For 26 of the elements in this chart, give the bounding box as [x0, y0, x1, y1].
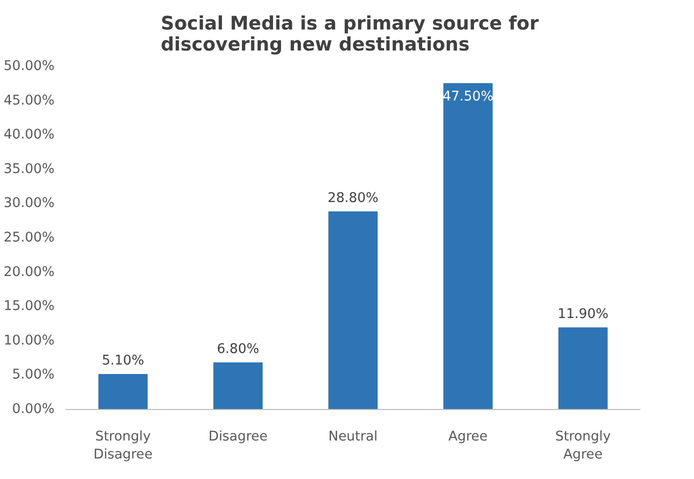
- data-label: 5.10%: [102, 354, 144, 369]
- y-tick-label: 5.00%: [12, 368, 55, 383]
- bar: [328, 211, 378, 410]
- bar: [213, 362, 263, 410]
- y-tick-label: 0.00%: [12, 402, 55, 417]
- y-tick-label: 50.00%: [4, 59, 55, 74]
- data-label: 28.80%: [328, 190, 378, 206]
- bar: [443, 83, 493, 410]
- y-tick-label: 20.00%: [4, 264, 55, 280]
- x-tick-label: Strongly Agree: [555, 430, 611, 462]
- y-tick-label: 40.00%: [4, 128, 55, 143]
- y-tick-label: 25.00%: [4, 230, 55, 246]
- data-label: 6.80%: [216, 342, 260, 357]
- y-tick-label: 30.00%: [4, 196, 55, 212]
- x-tick-label: Neutral: [328, 430, 378, 444]
- data-label: 11.90%: [558, 306, 608, 322]
- x-tick-label: Strongly Disagree: [93, 430, 153, 462]
- chart-title: Social Media is a primary source for discovering new destinations: [160, 14, 540, 56]
- x-tick-label: Agree: [448, 430, 488, 444]
- y-tick-label: 45.00%: [4, 93, 55, 108]
- y-tick-label: 10.00%: [4, 333, 55, 348]
- y-tick-label: 15.00%: [4, 299, 55, 314]
- bar: [98, 374, 148, 410]
- bar: [558, 327, 608, 410]
- x-tick-label: Disagree: [208, 430, 268, 444]
- y-tick-label: 35.00%: [4, 162, 55, 177]
